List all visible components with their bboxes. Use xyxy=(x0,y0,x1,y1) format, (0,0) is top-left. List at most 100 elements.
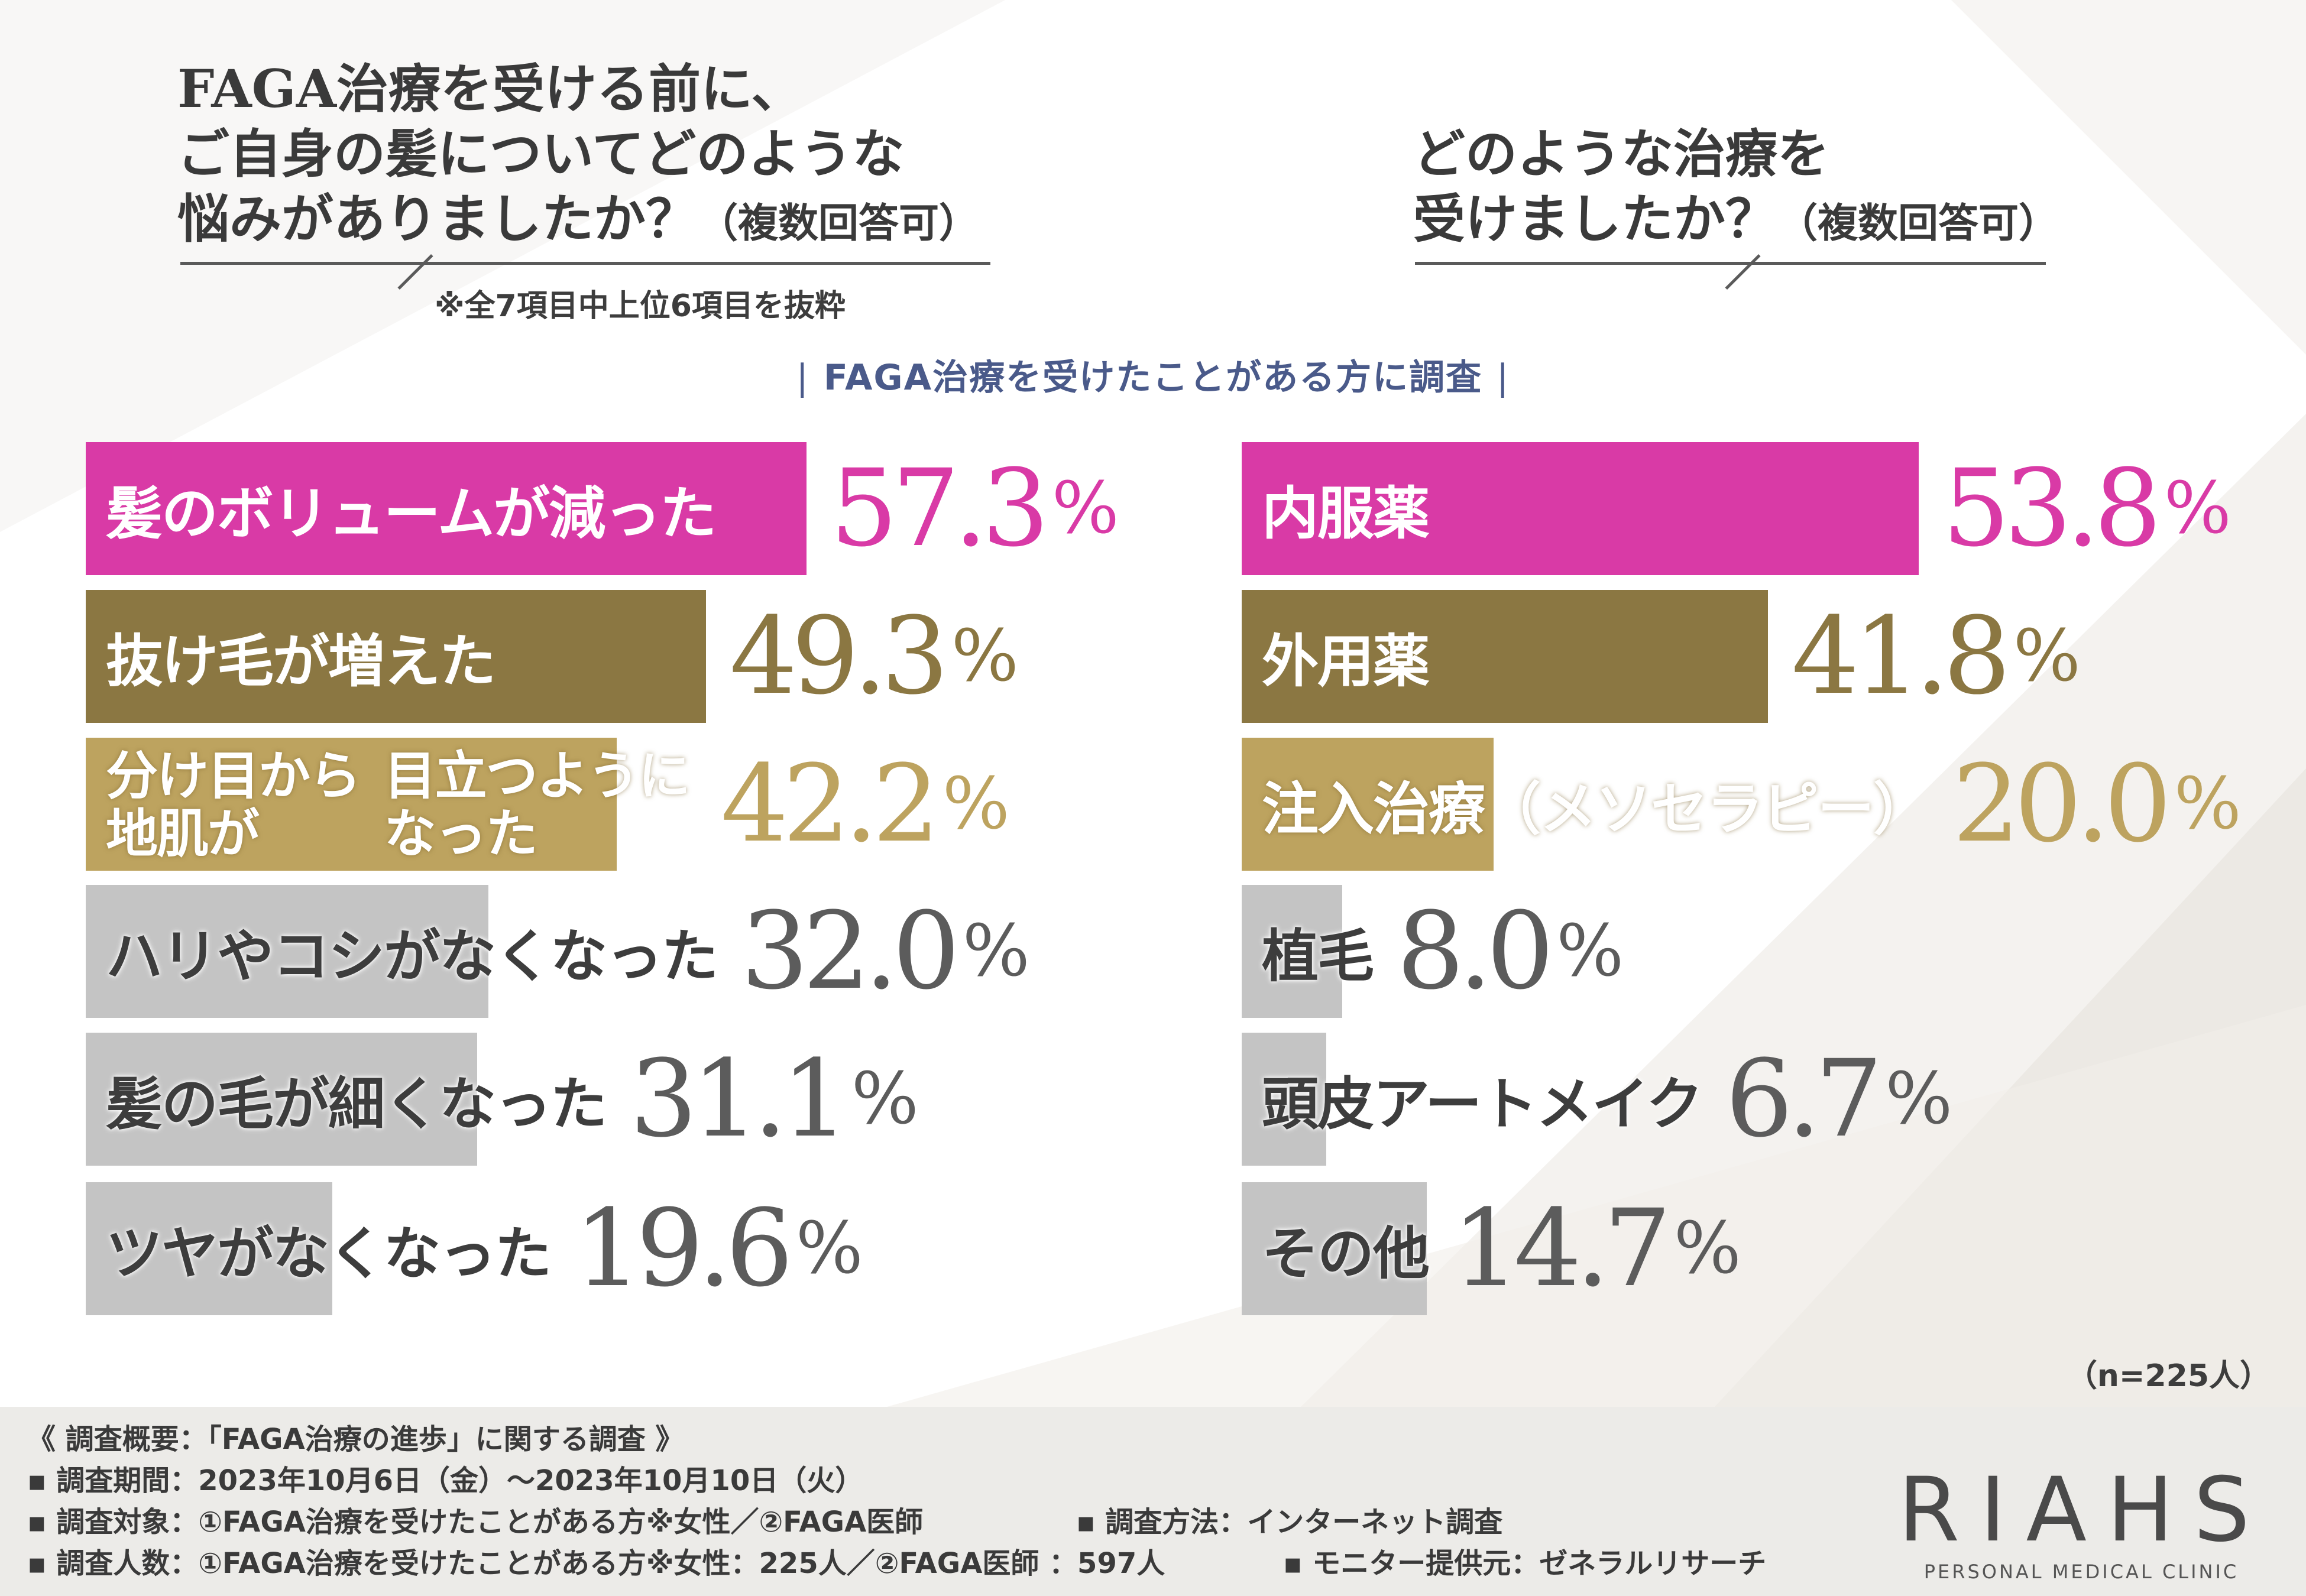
treatment-bar xyxy=(1242,442,1919,575)
treatment-row: 外用薬 41.8% xyxy=(1242,590,2247,723)
left-question-line1: FAGA治療を受ける前に、 xyxy=(177,58,804,119)
left-question-suffix: （複数回答可） xyxy=(698,200,980,247)
left-question-heading: FAGA治療を受ける前に、 ご自身の髪についてどのような 悩みがありましたか？（… xyxy=(177,56,979,256)
treatment-value-unit: % xyxy=(1885,1058,1953,1140)
concern-value-unit: % xyxy=(942,763,1010,845)
treatment-value-integer: 41.8 xyxy=(1792,595,2011,718)
concern-row: 分け目から地肌が 目立つようになった 42.2% xyxy=(86,738,1091,871)
treatment-bar xyxy=(1242,590,1768,723)
treatment-label-line: 植毛 xyxy=(1262,923,1374,990)
concern-row: ツヤがなくなった 19.6% xyxy=(86,1182,1091,1315)
concern-value: 32.0% xyxy=(741,885,1030,1018)
concern-value: 57.3% xyxy=(830,442,1119,575)
concern-label-line: 髪の毛が細くなった xyxy=(106,1071,607,1137)
treatment-row: 植毛 8.0% xyxy=(1242,885,2247,1018)
survey-footer: 《 調査概要：「FAGA治療の進歩」に関する調査 》 ▪ 調査期間：2023年1… xyxy=(0,1407,2306,1596)
treatment-value: 14.7% xyxy=(1452,1182,1741,1315)
left-question-line2: ご自身の髪についてどのような xyxy=(177,123,905,184)
treatment-value: 53.8% xyxy=(1942,442,2231,575)
concern-row: 抜け毛が増えた 49.3% xyxy=(86,590,1091,723)
footer-period: ▪ 調査期間：2023年10月6日（金）～2023年10月10日（火） xyxy=(27,1464,864,1497)
concern-value-unit: % xyxy=(951,615,1019,698)
concern-value-unit: % xyxy=(962,910,1030,992)
treatment-label-line: 内服薬 xyxy=(1262,480,1430,547)
treatment-row: 頭皮アートメイク 6.7% xyxy=(1242,1033,2247,1166)
concern-bar xyxy=(86,590,706,723)
survey-caption-text: FAGA治療を受けたことがある方に調査 xyxy=(823,357,1483,398)
treatment-label: その他 xyxy=(1262,1182,1430,1315)
left-question-note: ※全7項目中上位6項目を抜粋 xyxy=(435,288,846,324)
concern-row: ハリやコシがなくなった 32.0% xyxy=(86,885,1091,1018)
concern-row: 髪のボリュームが減った 57.3% xyxy=(86,442,1119,575)
right-question-suffix: （複数回答可） xyxy=(1777,200,2059,247)
footer-count: ▪ 調査人数：①FAGA治療を受けたことがある方※女性：225人／②FAGA医師… xyxy=(27,1547,1165,1580)
concern-value-integer: 49.3 xyxy=(730,595,949,718)
concern-bar xyxy=(86,1182,332,1315)
concern-label-line: 髪のボリュームが減った xyxy=(106,480,717,547)
concern-value-integer: 19.6 xyxy=(574,1187,794,1310)
treatment-label: 内服薬 xyxy=(1262,442,1430,575)
treatment-value-unit: % xyxy=(2164,468,2231,550)
logo-tagline: PERSONAL MEDICAL CLINIC xyxy=(1923,1561,2239,1583)
concern-value: 49.3% xyxy=(730,590,1019,723)
concern-value-unit: % xyxy=(851,1058,919,1140)
concern-value-integer: 57.3 xyxy=(830,447,1050,570)
concern-label: 髪のボリュームが減った xyxy=(106,442,717,575)
treatment-value-integer: 8.0 xyxy=(1397,890,1554,1013)
concern-label-line: 抜け毛が増えた xyxy=(106,628,496,695)
treatment-value-integer: 53.8 xyxy=(1942,447,2162,570)
treatment-value-integer: 14.7 xyxy=(1452,1187,1672,1310)
caption-bracket-right: | xyxy=(1497,357,1510,398)
treatment-row: 内服薬 53.8% xyxy=(1242,442,2247,575)
treatment-label: 外用薬 xyxy=(1262,590,1430,723)
concern-label: ハリやコシがなくなった xyxy=(106,885,718,1018)
treatment-value: 41.8% xyxy=(1792,590,2081,723)
treatment-value-unit: % xyxy=(1673,1208,1741,1290)
treatment-bar xyxy=(1242,1033,1326,1166)
right-question-line1: どのような治療を xyxy=(1413,123,1830,184)
treatment-bar xyxy=(1242,738,1494,871)
treatment-value: 6.7% xyxy=(1725,1033,1952,1166)
treatment-row: その他 14.7% xyxy=(1242,1182,2247,1315)
concern-label-line: 分け目から地肌が xyxy=(106,744,361,864)
treatment-label: 注入治療（メソセラピー） xyxy=(1262,738,1930,871)
concern-value-integer: 32.0 xyxy=(741,890,960,1013)
right-question-heading: どのような治療を 受けましたか？（複数回答可） xyxy=(1413,121,2059,256)
concern-row: 髪の毛が細くなった 31.1% xyxy=(86,1033,1091,1166)
concern-label: 抜け毛が増えた xyxy=(106,590,496,723)
treatment-value-integer: 20.0 xyxy=(1952,742,2172,866)
treatment-value-unit: % xyxy=(1556,910,1624,992)
concern-value-unit: % xyxy=(1051,468,1119,550)
concerns-bar-chart: 髪のボリュームが減った 57.3% 抜け毛が増えた 49.3% 分け目から地肌が 目立つよ… xyxy=(86,442,1119,1315)
concern-label: 髪の毛が細くなった xyxy=(106,1033,607,1166)
treatment-bar xyxy=(1242,1182,1427,1315)
treatment-label-line: その他 xyxy=(1262,1220,1430,1287)
left-question-line3: 悩みがありましたか？ xyxy=(177,188,698,249)
right-question-line2: 受けましたか？ xyxy=(1413,188,1778,249)
treatment-label: 頭皮アートメイク xyxy=(1262,1033,1703,1166)
treatment-bar xyxy=(1242,885,1342,1018)
treatment-value-integer: 6.7 xyxy=(1725,1037,1883,1161)
treatment-row: 注入治療（メソセラピー） 20.0% xyxy=(1242,738,2247,871)
concern-label-line: 目立つようになった xyxy=(384,744,691,864)
footer-target: ▪ 調査対象：①FAGA治療を受けたことがある方※女性／②FAGA医師 xyxy=(27,1506,924,1539)
concern-value-integer: 42.2 xyxy=(721,742,940,866)
treatment-label: 植毛 xyxy=(1262,885,1374,1018)
left-heading-rule xyxy=(180,262,990,265)
treatment-label-line: 外用薬 xyxy=(1262,628,1430,695)
treatment-value: 8.0% xyxy=(1397,885,1624,1018)
concern-bar xyxy=(86,442,807,575)
footer-method: ▪ 調査方法：インターネット調査 xyxy=(1076,1506,1503,1539)
concern-bar xyxy=(86,885,488,1018)
concern-bar xyxy=(86,738,617,871)
treatments-bar-chart: 内服薬 53.8% 外用薬 41.8% 注入治療（メソセラピー） 20.0% 植毛 8.0% 頭… xyxy=(1242,442,2247,1315)
footer-provider: ▪ モニター提供元：ゼネラルリサーチ xyxy=(1283,1547,1767,1580)
concern-label: ツヤがなくなった xyxy=(106,1182,552,1315)
right-heading-rule xyxy=(1415,262,2046,265)
treatment-value: 20.0% xyxy=(1952,738,2242,871)
concern-value-unit: % xyxy=(795,1208,863,1290)
concern-label-line: ツヤがなくなった xyxy=(106,1220,552,1287)
caption-bracket-left: | xyxy=(796,357,809,398)
concern-value-integer: 31.1 xyxy=(630,1037,849,1161)
